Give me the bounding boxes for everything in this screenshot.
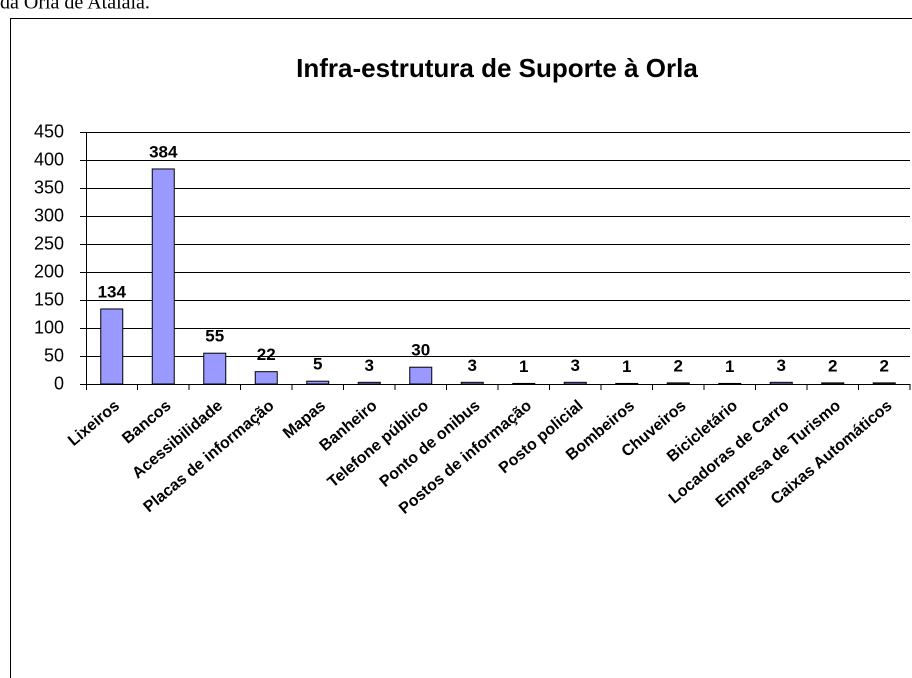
chart-title: Infra-estrutura de Suporte à Orla xyxy=(296,53,698,83)
y-tick-label: 350 xyxy=(34,177,64,197)
value-label: 1 xyxy=(622,357,631,376)
value-label: 134 xyxy=(98,282,127,301)
value-label: 22 xyxy=(257,345,276,364)
bar xyxy=(254,371,278,385)
value-label: 3 xyxy=(571,356,580,375)
y-tick-label: 200 xyxy=(34,261,64,281)
bar xyxy=(357,381,381,385)
bar xyxy=(769,381,793,385)
value-label: 55 xyxy=(205,327,224,346)
y-tick-label: 100 xyxy=(34,317,64,337)
bar xyxy=(615,382,639,385)
value-label: 1 xyxy=(725,357,734,376)
x-tick-label: Lixeiros xyxy=(65,397,123,450)
bar xyxy=(563,381,587,385)
bar xyxy=(203,352,227,385)
y-tick-label: 0 xyxy=(54,373,64,393)
bar xyxy=(821,382,845,385)
value-label: 2 xyxy=(828,356,837,375)
y-tick-label: 300 xyxy=(34,205,64,225)
bar xyxy=(666,382,690,385)
value-label: 3 xyxy=(468,356,477,375)
header-text: da Orla de Atalaia. xyxy=(0,0,150,14)
bar xyxy=(409,366,433,385)
value-label: 2 xyxy=(880,356,889,375)
y-tick-label: 250 xyxy=(34,233,64,253)
y-tick-label: 150 xyxy=(34,289,64,309)
x-tick-label: Acessibilidade xyxy=(129,397,226,482)
bar xyxy=(512,382,536,385)
y-tick-label: 400 xyxy=(34,149,64,169)
value-label: 1 xyxy=(519,357,528,376)
bar xyxy=(306,380,330,385)
bar xyxy=(460,381,484,385)
bar xyxy=(100,308,124,385)
value-label: 5 xyxy=(313,355,322,374)
value-label: 30 xyxy=(411,341,430,360)
bar xyxy=(718,382,742,385)
value-label: 3 xyxy=(365,356,374,375)
x-tick-label: Mapas xyxy=(280,397,329,442)
value-label: 384 xyxy=(149,142,178,161)
bar xyxy=(151,168,175,385)
y-tick-label: 50 xyxy=(44,345,64,365)
bar xyxy=(872,382,896,385)
value-label: 2 xyxy=(674,356,683,375)
value-label: 3 xyxy=(777,356,786,375)
y-tick-label: 450 xyxy=(34,121,64,141)
